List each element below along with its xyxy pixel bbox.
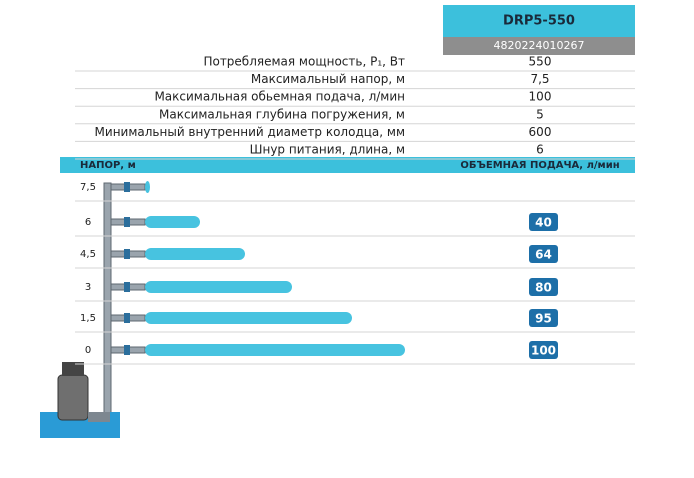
pump-outlet (88, 412, 110, 422)
valve (124, 249, 130, 259)
valve (124, 282, 130, 292)
jet (145, 216, 200, 228)
head-value: 3 (85, 282, 91, 293)
spec-label: Максимальная обьемная подача, л/мин (154, 90, 405, 104)
code-cell (443, 37, 635, 55)
flow-box (529, 245, 558, 263)
flow-label: ОБЪЕМНАЯ ПОДАЧА, л/мин (460, 160, 619, 171)
flow-box (529, 309, 558, 327)
flow-value: 64 (535, 248, 552, 262)
model-cell (443, 5, 635, 37)
pump-top (62, 362, 84, 376)
head-value: 1,5 (80, 313, 96, 324)
code: 4820224010267 (494, 39, 585, 52)
jet (145, 312, 352, 324)
riser-pipe (103, 182, 112, 429)
head-value: 4,5 (80, 249, 96, 260)
flow-header-band (60, 157, 635, 173)
flow-value: 40 (535, 216, 552, 230)
spec-label: Минимальный внутренний диаметр колодца, … (95, 125, 405, 139)
flow-value: 95 (535, 312, 552, 326)
spec-value: 5 (536, 107, 544, 121)
jet (145, 281, 292, 293)
model: DRP5-550 (503, 14, 575, 29)
valve (124, 217, 130, 227)
valve (124, 182, 130, 192)
valve (124, 313, 130, 323)
jet (145, 248, 245, 260)
flow-box (529, 278, 558, 296)
spec-label: Максимальная глубина погружения, м (159, 107, 405, 121)
spec-value: 550 (529, 55, 552, 69)
spec-label: Шнур питания, длина, м (250, 143, 405, 157)
flow-box (529, 341, 558, 359)
flow-value: 100 (531, 344, 556, 358)
valve (124, 345, 130, 355)
spec-value: 600 (529, 125, 552, 139)
head-label: НАПОР, м (80, 160, 136, 171)
flow-box (529, 213, 558, 231)
spec-value: 100 (529, 90, 552, 104)
jet (145, 181, 150, 193)
spec-label: Потребляемая мощность, P₁, Вт (203, 55, 405, 69)
spec-label: Максимальный напор, м (251, 72, 405, 86)
flow-value: 80 (535, 281, 552, 295)
head-value: 0 (85, 345, 91, 356)
spec-value: 6 (536, 143, 544, 157)
jet (145, 344, 405, 356)
pump-body (57, 374, 89, 421)
head-value: 6 (85, 217, 91, 228)
spec-value: 7,5 (530, 72, 549, 86)
head-value: 7,5 (80, 182, 96, 193)
